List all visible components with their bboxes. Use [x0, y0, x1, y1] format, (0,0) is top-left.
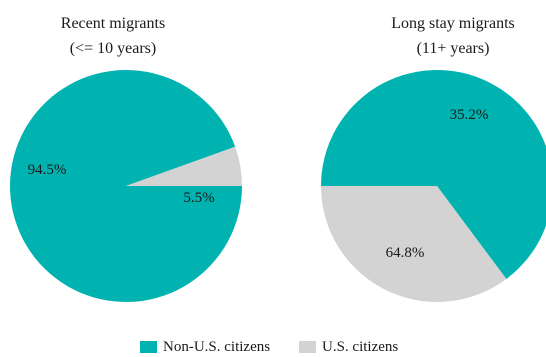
- long-stay-migrants-title: Long stay migrants: [391, 15, 515, 32]
- pie-1-label-us-citizens: 35.2%: [450, 107, 489, 123]
- pie-0-slice-non-us-citizens: [10, 70, 243, 303]
- legend-label-us-citizens: U.S. citizens: [322, 338, 399, 355]
- recent-migrants-subtitle: (<= 10 years): [70, 40, 156, 57]
- long-stay-migrants-pie: 64.8% 35.2%: [321, 70, 546, 302]
- long-stay-migrants-subtitle: (11+ years): [417, 40, 490, 57]
- pie-1-slice-non-us-citizens: [321, 70, 546, 279]
- pie-1-label-non-us-citizens: 64.8%: [386, 245, 425, 261]
- recent-migrants-pie: 94.5% 5.5%: [10, 70, 243, 303]
- legend-swatch-non-us-citizens: [140, 341, 157, 353]
- pie-1-slice-us-citizens: [321, 186, 507, 302]
- legend-swatch-us-citizens: [299, 341, 316, 353]
- recent-migrants-title: Recent migrants: [61, 15, 165, 32]
- pie-0-label-us-citizens: 5.5%: [183, 190, 214, 206]
- pie-0-slice-us-citizens: [126, 146, 242, 186]
- legend-item-us-citizens: U.S. citizens: [299, 337, 398, 357]
- pie-0-label-non-us-citizens: 94.5%: [28, 162, 67, 178]
- legend: Non-U.S. citizens U.S. citizens: [0, 337, 546, 357]
- legend-label-non-us-citizens: Non-U.S. citizens: [163, 338, 271, 355]
- legend-item-non-us-citizens: Non-U.S. citizens: [140, 337, 270, 357]
